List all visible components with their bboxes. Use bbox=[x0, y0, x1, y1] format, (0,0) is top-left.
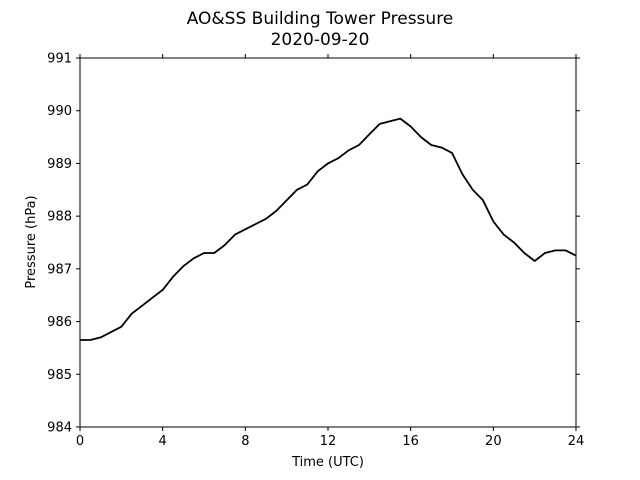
y-tick-label: 989 bbox=[47, 157, 72, 172]
y-tick-label: 991 bbox=[47, 52, 72, 67]
y-tick-label: 984 bbox=[47, 421, 72, 436]
x-axis-label: Time (UTC) bbox=[291, 455, 364, 470]
x-tick-label: 4 bbox=[159, 434, 167, 449]
plot-area-frame bbox=[79, 57, 577, 428]
x-tick-label: 0 bbox=[76, 434, 84, 449]
y-tick-label: 986 bbox=[47, 315, 72, 330]
y-tick-label: 988 bbox=[47, 210, 72, 225]
y-tick-label: 985 bbox=[47, 368, 72, 383]
axis-tick-labels: 0 4 8 12 16 20 24 984 985 986 987 988 989 990 991 bbox=[47, 52, 584, 450]
axis-ticks bbox=[76, 54, 580, 431]
y-axis-label: Pressure (hPa) bbox=[24, 195, 39, 288]
x-tick-label: 16 bbox=[402, 434, 419, 449]
x-tick-label: 8 bbox=[241, 434, 249, 449]
x-tick-label: 20 bbox=[485, 434, 502, 449]
chart-title: AO&SS Building Tower Pressure bbox=[187, 9, 454, 29]
y-tick-label: 990 bbox=[47, 104, 72, 119]
x-tick-label: 24 bbox=[568, 434, 585, 449]
pressure-series-line bbox=[80, 117, 577, 341]
x-tick-label: 12 bbox=[320, 434, 337, 449]
chart-subtitle: 2020-09-20 bbox=[271, 30, 370, 50]
y-tick-label: 987 bbox=[47, 262, 72, 277]
